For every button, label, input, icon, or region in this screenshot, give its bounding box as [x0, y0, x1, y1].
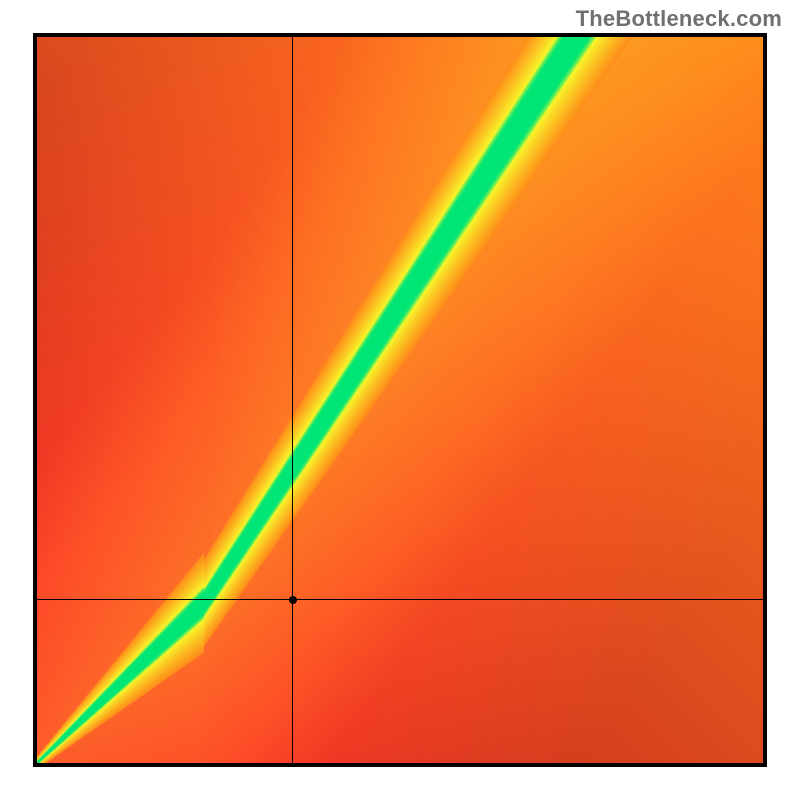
plot-area — [37, 37, 763, 763]
chart-container: TheBottleneck.com — [0, 0, 800, 800]
crosshair-horizontal — [37, 599, 763, 600]
plot-border — [33, 33, 767, 767]
crosshair-vertical — [292, 37, 293, 763]
watermark: TheBottleneck.com — [576, 6, 782, 32]
crosshair-point — [289, 596, 297, 604]
heatmap-canvas — [37, 37, 763, 763]
